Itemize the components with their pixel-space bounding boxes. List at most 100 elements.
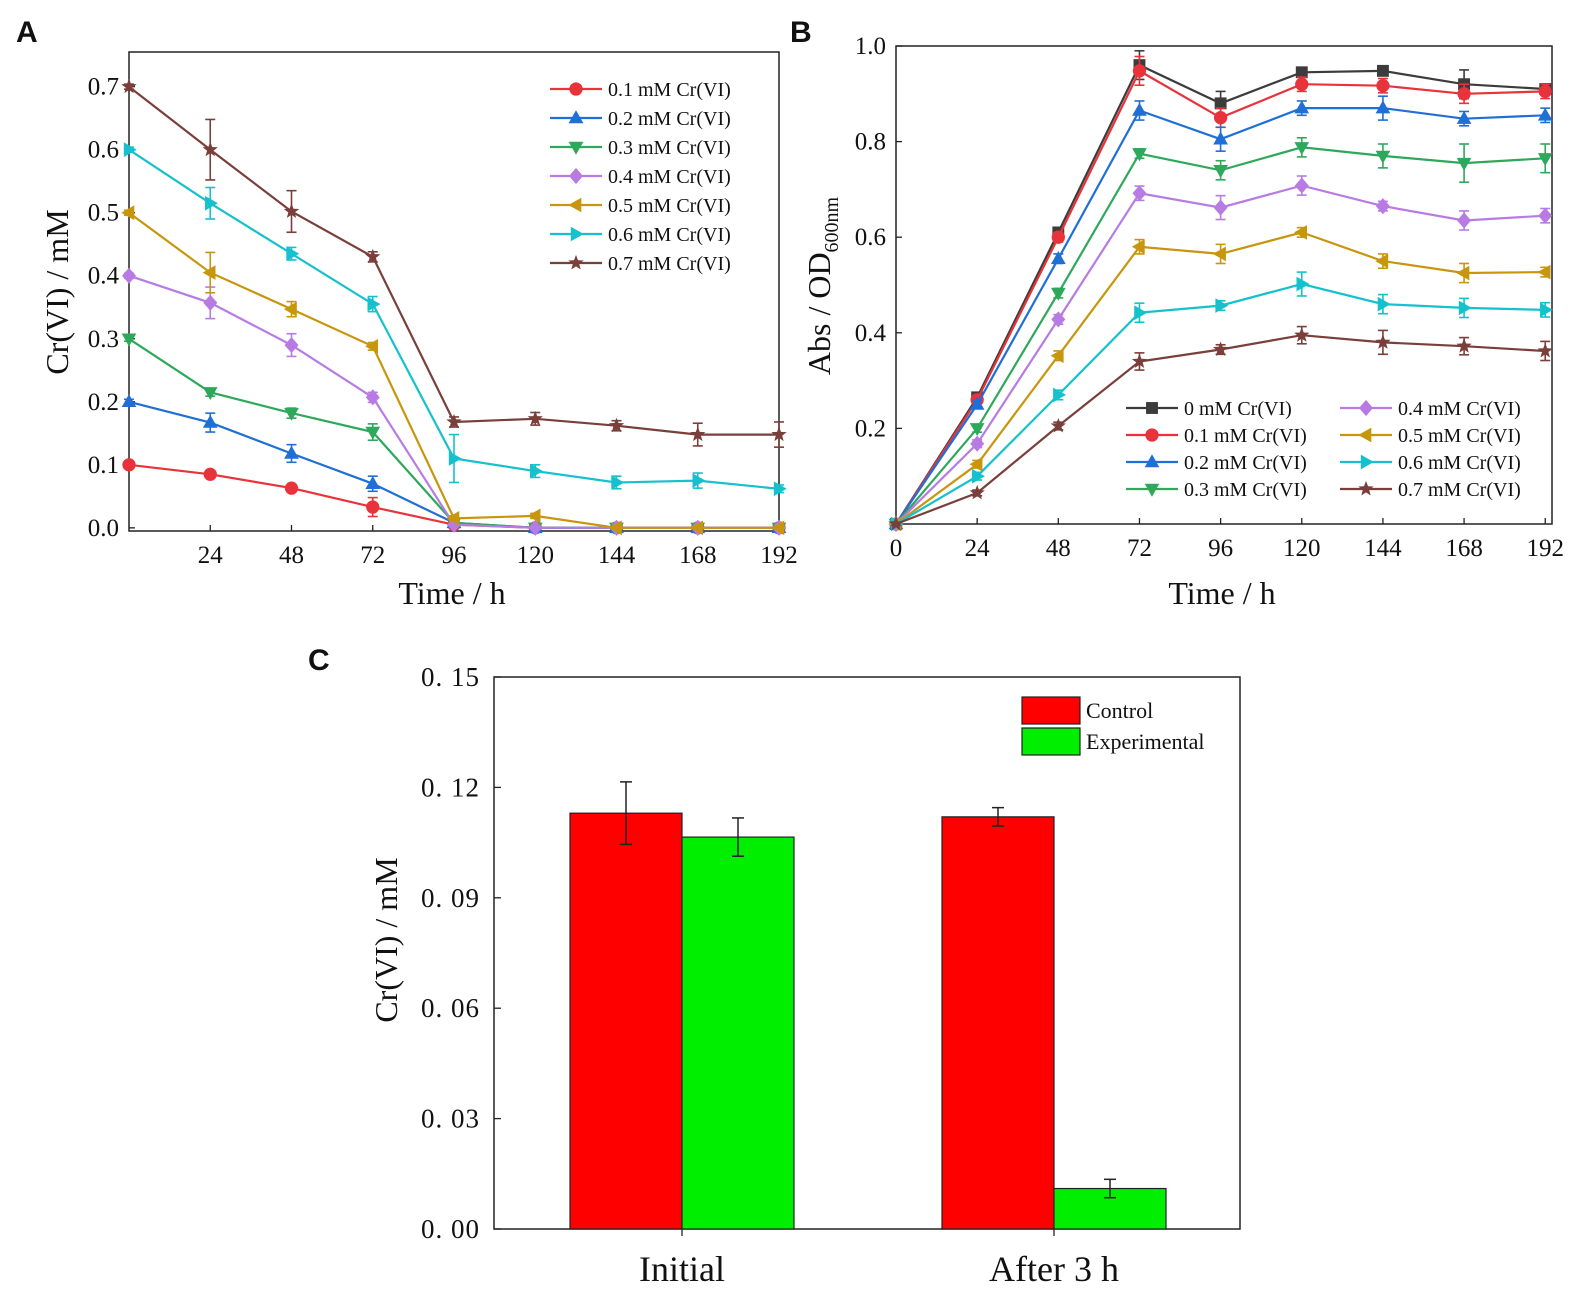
- panel-b-series-7: [888, 325, 1553, 531]
- panel-b-x-tick-label: 120: [1283, 535, 1321, 562]
- panel-b-data-point: [1540, 302, 1553, 318]
- panel-c-y-tick-label: 0. 06: [421, 993, 480, 1023]
- panel-b-data-point: [1213, 111, 1228, 125]
- panel-c-y-tick-label: 0. 00: [421, 1214, 480, 1244]
- panel-a-data-point: [365, 476, 381, 489]
- panel-a-data-point: [202, 141, 218, 157]
- panel-a-data-point: [690, 520, 703, 536]
- panel-a-data-point: [446, 413, 462, 429]
- panel-c-bar: [941, 816, 1055, 1230]
- panel-a-data-point: [283, 301, 297, 317]
- panel-a-y-tick-label: 0.3: [88, 326, 119, 353]
- panel-a-data-point: [121, 205, 135, 221]
- panel-a-data-point: [527, 508, 541, 524]
- panel-a-data-point: [773, 481, 787, 497]
- panel-a-data-point: [365, 248, 381, 264]
- panel-a-data-point: [367, 296, 381, 312]
- panel-a-y-axis-title: Cr(VI) / mM: [39, 209, 75, 374]
- panel-a-data-point: [446, 511, 460, 526]
- panel-b-legend-label: 0.4 mM Cr(VI): [1398, 398, 1521, 420]
- panel-b-y-tick-label: 1.0: [855, 33, 886, 60]
- panel-b-series-3: [888, 136, 1553, 532]
- panel-b-data-point: [1457, 87, 1471, 101]
- panel-b-data-point: [1294, 177, 1309, 194]
- panel-b-data-point: [1456, 157, 1472, 171]
- panel-a-y-tick-label: 0.2: [88, 389, 119, 416]
- panel-b-x-tick-label: 96: [1208, 535, 1233, 562]
- panel-a-data-point: [527, 410, 543, 426]
- panel-a-data-point: [690, 426, 706, 442]
- panel-a-legend-label: 0.6 mM Cr(VI): [608, 224, 731, 246]
- panel-a-x-tick-label: 144: [598, 542, 636, 569]
- panel-b-data-point: [1375, 253, 1389, 269]
- panel-a-data-point: [122, 267, 136, 284]
- panel-b-data-point: [1375, 334, 1391, 349]
- panel-b-data-point: [971, 468, 985, 484]
- panel-a-series-5: [123, 142, 787, 497]
- panel-a-data-point: [202, 265, 216, 280]
- panel-b-y-axis-title-sub: 600nm: [821, 196, 843, 252]
- panel-b-data-point: [1051, 251, 1066, 264]
- panel-a-legend-marker: [570, 226, 584, 242]
- panel-b-y-axis-title: Abs / OD600nm: [801, 196, 843, 375]
- panel-a-y-tick-label: 0.7: [88, 74, 119, 101]
- panel-b-data-point: [1375, 100, 1391, 114]
- panel-a-series-6: [121, 78, 787, 448]
- panel-b-y-axis-title-main: Abs / OD: [801, 252, 837, 375]
- panel-a-data-point: [203, 294, 218, 311]
- panel-b-data-point: [1375, 198, 1390, 215]
- panel-b-legend-label: 0.6 mM Cr(VI): [1398, 452, 1521, 474]
- panel-a-y-tick-label: 0.6: [88, 137, 119, 164]
- panel-b-data-point: [969, 456, 983, 472]
- panel-b-legend-label: 0.7 mM Cr(VI): [1398, 479, 1521, 501]
- panel-c-y-tick-label: 0. 12: [421, 772, 480, 802]
- panel-b-x-axis-title: Time / h: [1168, 575, 1275, 611]
- panel-a-x-tick-label: 48: [279, 542, 304, 569]
- panel-a-x-tick-label: 24: [198, 542, 224, 569]
- panel-a-data-point: [771, 426, 787, 442]
- panel-a-legend-label: 0.1 mM Cr(VI): [608, 79, 731, 101]
- panel-b-data-point: [1213, 341, 1229, 356]
- panel-a-series-4: [121, 205, 785, 536]
- panel-a-x-tick-label: 192: [760, 542, 798, 569]
- panel-a-data-point: [284, 337, 299, 354]
- panel-a-x-axis-title: Time / h: [398, 575, 505, 611]
- panel-b-legend-label: 0 mM Cr(VI): [1184, 398, 1292, 420]
- panel-b-data-point: [1051, 230, 1065, 244]
- panel-b-data-point: [1296, 276, 1310, 292]
- panel-b-data-point: [1537, 264, 1551, 280]
- panel-b-data-point: [1376, 79, 1390, 93]
- panel-a-data-point: [286, 246, 300, 261]
- panel-b-data-point: [1538, 207, 1553, 224]
- panel-a-y-tick-label: 0.5: [88, 200, 119, 227]
- panel-b-data-point: [1294, 100, 1310, 114]
- panel-b-x-tick-label: 72: [1127, 535, 1152, 562]
- panel-a-data-point: [608, 520, 622, 536]
- panel-b-x-tick-label: 144: [1364, 535, 1402, 562]
- panel-b-data-point: [1051, 287, 1066, 301]
- panel-c-y-tick-label: 0. 15: [421, 662, 480, 692]
- panel-b-legend-label: 0.3 mM Cr(VI): [1184, 479, 1307, 501]
- panel-a-data-point: [530, 463, 543, 479]
- panel-a-data-point: [121, 394, 137, 407]
- panel-b-data-point: [1537, 107, 1553, 121]
- panel-b-legend-label: 0.5 mM Cr(VI): [1398, 425, 1521, 447]
- panel-c-bar: [569, 812, 683, 1230]
- panel-a-data-point: [692, 473, 706, 488]
- panel-b-data-point: [1295, 77, 1309, 91]
- panel-b-y-tick-label: 0.4: [855, 320, 887, 347]
- panel-c-bar: [681, 836, 795, 1230]
- panel-a-series-line: [128, 274, 779, 529]
- panel-label-c: C: [308, 644, 330, 677]
- panel-b-data-point: [1294, 327, 1310, 342]
- panel-a-data-point: [365, 389, 380, 406]
- panel-a-y-tick-label: 0.0: [88, 515, 119, 542]
- panel-b-data-point: [1131, 239, 1145, 255]
- panel-c-legend-label: Experimental: [1086, 729, 1205, 754]
- panel-a-legend-label: 0.5 mM Cr(VI): [608, 195, 731, 217]
- panel-b-data-point: [1214, 97, 1227, 110]
- panel-a-data-point: [365, 426, 381, 440]
- panel-c-category-label: Initial: [639, 1249, 725, 1289]
- panel-a-legend-label: 0.7 mM Cr(VI): [608, 253, 731, 275]
- panel-a-data-point: [771, 520, 785, 536]
